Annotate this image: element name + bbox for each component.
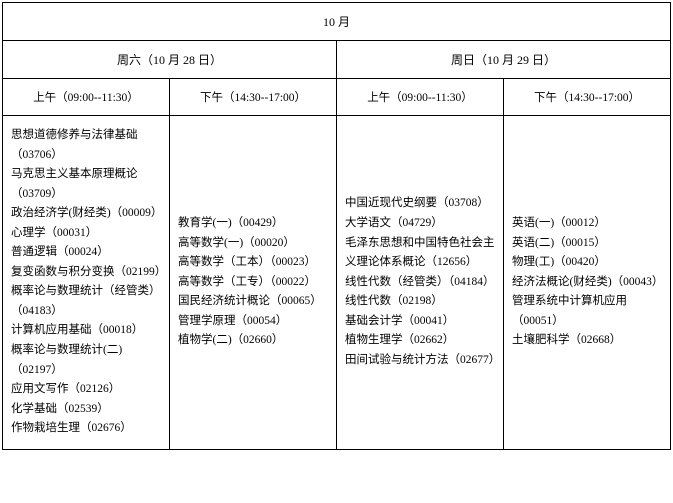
course-item: 概率论与数理统计（经管类）（04183） (11, 282, 161, 321)
course-item: 中国近现代史纲要（03708） (345, 194, 495, 214)
course-item: 国民经济统计概论（00065） (178, 292, 328, 312)
course-item: 大学语文（04729） (345, 214, 495, 234)
sun-afternoon-header: 下午（14:30--17:00） (504, 79, 671, 116)
course-item: 植物生理学（02662） (345, 331, 495, 351)
course-item: 管理系统中计算机应用（00051） (512, 292, 662, 331)
course-item: 心理学（00031） (11, 224, 161, 244)
course-item: 作物栽培生理（02676） (11, 419, 161, 439)
course-item: 教育学(一)（00429） (178, 214, 328, 234)
course-item: 马克思主义基本原理概论（03709） (11, 165, 161, 204)
day-row: 周六（10 月 28 日） 周日（10 月 29 日） (3, 41, 671, 79)
course-item: 高等数学（工本）（00023） (178, 253, 328, 273)
course-item: 复变函数与积分变换（02199） (11, 263, 161, 283)
course-item: 毛泽东思想和中国特色社会主义理论体系概论（12656） (345, 234, 495, 273)
sun-morning-courses: 中国近现代史纲要（03708）大学语文（04729）毛泽东思想和中国特色社会主义… (337, 116, 504, 450)
course-item: 线性代数（经管类）（04184） (345, 273, 495, 293)
time-row: 上午（09:00--11:30） 下午（14:30--17:00） 上午（09:… (3, 79, 671, 116)
sun-morning-header: 上午（09:00--11:30） (337, 79, 504, 116)
course-item: 英语(二)（00015） (512, 234, 662, 254)
course-item: 土壤肥科学（02668） (512, 331, 662, 351)
sat-afternoon-courses: 教育学(一)（00429）高等数学(一)（00020）高等数学（工本）（0002… (170, 116, 337, 450)
exam-schedule-table: 10 月 周六（10 月 28 日） 周日（10 月 29 日） 上午（09:0… (2, 2, 671, 450)
sun-afternoon-courses: 英语(一)（00012）英语(二)（00015）物理(工)（00420）经济法概… (504, 116, 671, 450)
sat-morning-courses: 思想道德修养与法律基础（03706）马克思主义基本原理概论（03709）政治经济… (3, 116, 170, 450)
course-item: 计算机应用基础（00018） (11, 321, 161, 341)
course-item: 普通逻辑（00024） (11, 243, 161, 263)
course-item: 思想道德修养与法律基础（03706） (11, 126, 161, 165)
sunday-header: 周日（10 月 29 日） (337, 41, 671, 79)
saturday-header: 周六（10 月 28 日） (3, 41, 337, 79)
month-header: 10 月 (3, 3, 671, 41)
course-item: 田间试验与统计方法（02677） (345, 351, 495, 371)
sat-afternoon-header: 下午（14:30--17:00） (170, 79, 337, 116)
content-row: 思想道德修养与法律基础（03706）马克思主义基本原理概论（03709）政治经济… (3, 116, 671, 450)
course-item: 管理学原理（00054） (178, 312, 328, 332)
course-item: 线性代数（02198） (345, 292, 495, 312)
month-row: 10 月 (3, 3, 671, 41)
course-item: 经济法概论(财经类)（00043） (512, 273, 662, 293)
course-item: 植物学(二)（02660） (178, 331, 328, 351)
course-item: 概率论与数理统计(二)（02197） (11, 341, 161, 380)
course-item: 高等数学（工专）（00022） (178, 273, 328, 293)
course-item: 高等数学(一)（00020） (178, 234, 328, 254)
sat-morning-header: 上午（09:00--11:30） (3, 79, 170, 116)
course-item: 政治经济学(财经类)（00009） (11, 204, 161, 224)
course-item: 物理(工)（00420） (512, 253, 662, 273)
course-item: 化学基础（02539） (11, 400, 161, 420)
course-item: 基础会计学（00041） (345, 312, 495, 332)
course-item: 英语(一)（00012） (512, 214, 662, 234)
course-item: 应用文写作（02126） (11, 380, 161, 400)
